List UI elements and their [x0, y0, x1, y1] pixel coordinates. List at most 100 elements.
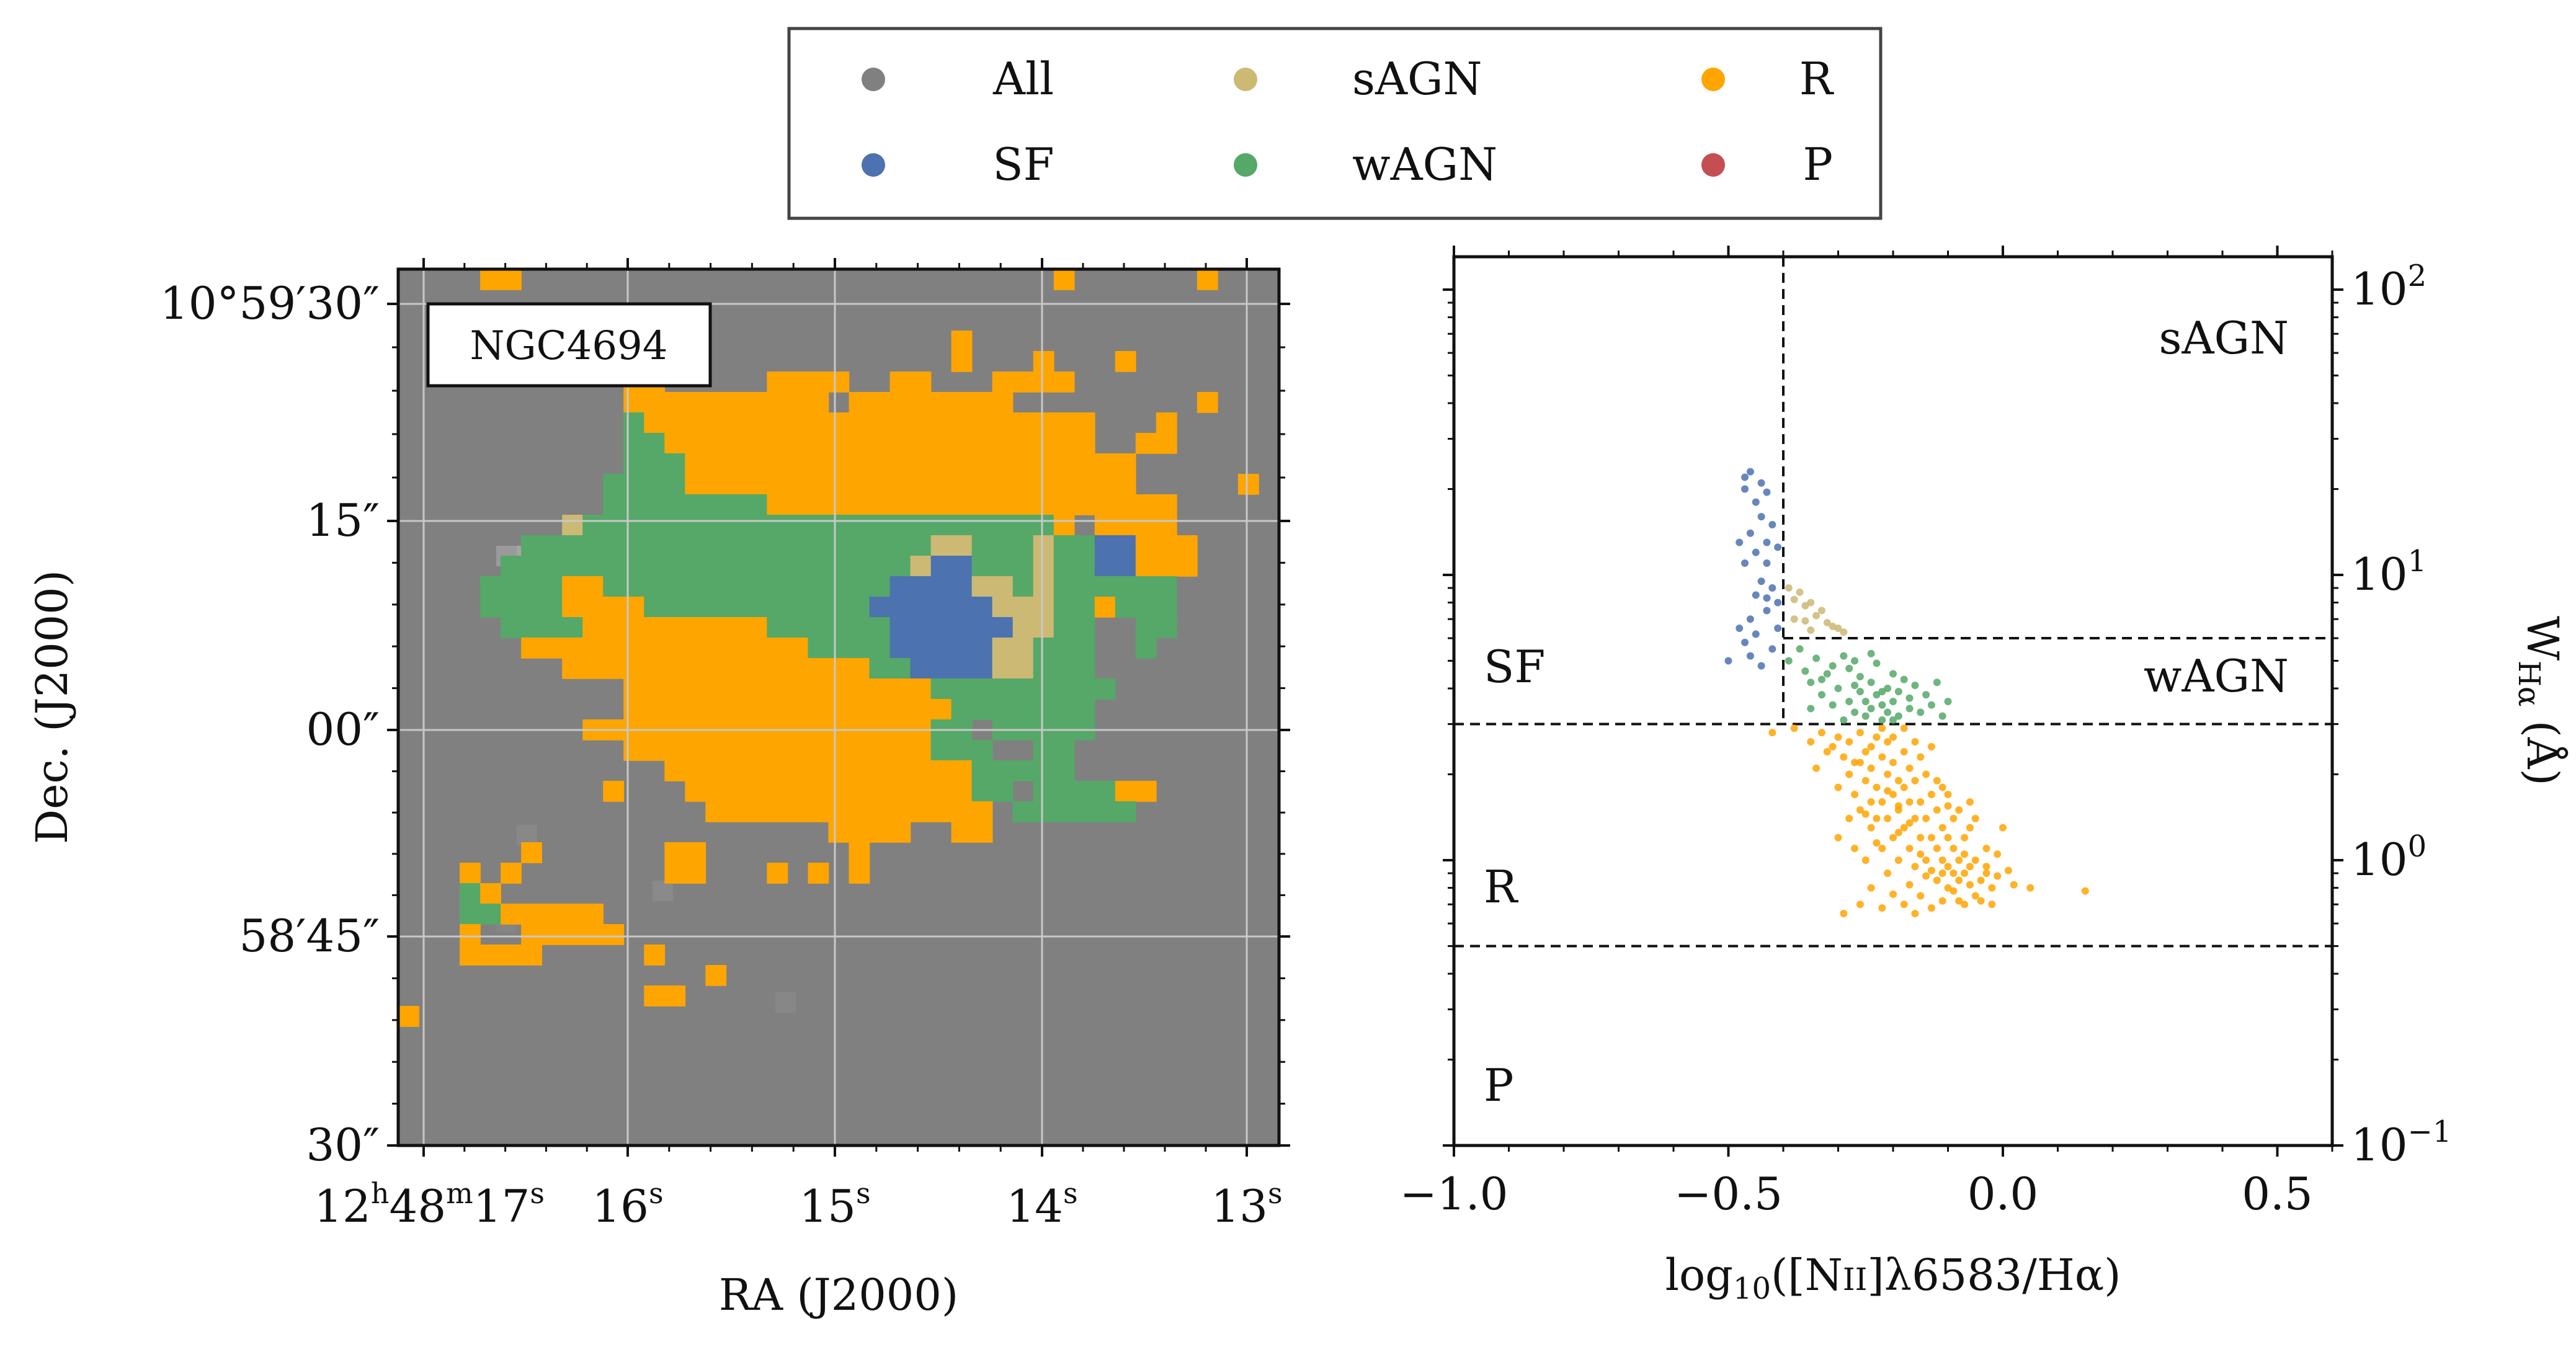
map-pixel-sf	[910, 617, 932, 638]
map-pixel-r	[1279, 617, 1300, 638]
map-pixel-wagn	[1053, 801, 1075, 822]
map-pixel-wagn	[705, 494, 727, 515]
map-pixel-sagn	[910, 556, 932, 577]
point-wagn	[1917, 708, 1925, 716]
map-pixel-r	[644, 678, 666, 700]
point-sagn	[1785, 584, 1793, 592]
map-pixel-wagn	[582, 535, 604, 556]
map-pixel-sf	[971, 658, 993, 679]
map-pixel-wagn	[1074, 801, 1095, 822]
map-faint-pixel	[517, 825, 537, 845]
point-r	[1845, 770, 1853, 778]
map-pixel-sf	[910, 658, 932, 679]
whan-y-tick-base: 10	[2351, 1119, 2408, 1171]
map-pixel-r	[849, 781, 870, 802]
map-pixel-wagn	[849, 535, 870, 556]
map-pixel-r	[910, 474, 932, 495]
map-pixel-r	[1135, 494, 1157, 515]
point-sf	[1757, 479, 1765, 487]
map-pixel-r	[664, 433, 686, 454]
map-pixel-r	[1197, 392, 1218, 413]
point-r	[1911, 738, 1919, 746]
map-pixel-r	[1135, 433, 1157, 454]
map-pixel-r	[726, 760, 747, 781]
point-r	[1807, 738, 1815, 746]
map-x-tick-value: 13	[1211, 1180, 1268, 1232]
point-r	[1873, 839, 1881, 847]
point-r	[1927, 834, 1935, 842]
map-pixel-r	[828, 474, 850, 495]
legend-label-p: P	[1803, 138, 1833, 190]
map-pixel-r	[849, 678, 870, 700]
map-pixel-wagn	[623, 494, 645, 515]
point-wagn	[1878, 688, 1886, 696]
map-pixel-r	[1053, 371, 1075, 393]
point-r	[1950, 844, 1958, 852]
point-sagn	[1812, 612, 1821, 620]
point-wagn	[1894, 688, 1902, 696]
map-pixel-r	[767, 740, 788, 761]
point-r	[1911, 814, 1919, 822]
galaxy-name: NGC4694	[470, 323, 668, 369]
map-pixel-r	[930, 494, 952, 515]
map-pixel-wagn	[1012, 515, 1034, 536]
map-pixel-r	[1115, 474, 1136, 495]
point-r	[1917, 850, 1925, 858]
map-pixel-wagn	[746, 515, 768, 536]
point-r	[1982, 869, 1990, 878]
map-pixel-r	[603, 638, 625, 659]
point-r	[1867, 764, 1875, 772]
legend-label-sf: SF	[992, 138, 1054, 190]
map-pixel-wagn	[521, 597, 542, 618]
map-pixel-r	[910, 412, 932, 434]
point-r	[1851, 844, 1859, 852]
map-pixel-r	[787, 474, 809, 495]
point-r	[1955, 806, 1963, 814]
map-pixel-r	[746, 392, 768, 413]
spatial-map: 10°59′30″15″00″58′45″30″12h48m17s 16s 15s 1…	[27, 258, 1300, 1320]
map-pixel-r	[849, 453, 870, 474]
map-y-tick-label: 10°59′30″	[160, 277, 380, 329]
map-pixel-wagn	[1074, 678, 1095, 700]
point-sf	[1757, 577, 1765, 585]
map-pixel-r	[685, 474, 706, 495]
map-pixel-r	[746, 781, 768, 802]
map-pixel-r	[521, 638, 542, 659]
map-pixel-wagn	[1074, 638, 1095, 659]
point-sagn	[1840, 628, 1848, 636]
point-r	[1966, 824, 1974, 832]
point-r	[1966, 798, 1974, 806]
map-pixel-r	[1156, 433, 1177, 454]
map-pixel-r	[971, 392, 993, 413]
map-pixel-wagn	[644, 556, 666, 577]
map-pixel-r	[849, 740, 870, 761]
map-pixel-r	[1074, 433, 1095, 454]
map-pixel-r	[930, 760, 952, 781]
map-pixel-wagn	[1012, 535, 1034, 556]
map-pixel-r	[930, 801, 952, 822]
whan-y-tick-label: 102	[2351, 259, 2427, 315]
map-pixel-sf	[889, 576, 911, 597]
map-pixel-r	[644, 638, 666, 659]
map-pixel-r	[705, 781, 727, 802]
map-pixel-r	[889, 453, 911, 474]
point-sf	[1746, 652, 1754, 660]
map-pixel-r	[951, 433, 973, 454]
map-pixel-r	[705, 699, 727, 720]
map-pixel-r	[705, 617, 727, 638]
map-pixel-r	[889, 433, 911, 454]
point-wagn	[1922, 691, 1930, 699]
map-pixel-r	[705, 433, 727, 454]
map-pixel-sf	[951, 638, 973, 659]
map-pixel-r	[992, 412, 1014, 434]
map-pixel-sf	[951, 617, 973, 638]
map-pixel-r	[930, 453, 952, 474]
point-r	[1867, 742, 1875, 750]
map-pixel-r	[951, 822, 973, 843]
map-pixel-r	[582, 638, 604, 659]
map-pixel-r	[705, 392, 727, 413]
map-pixel-r	[460, 945, 481, 966]
point-sf	[1746, 615, 1754, 623]
map-pixel-sf	[930, 576, 952, 597]
whan-y-tick-exponent: 0	[2408, 829, 2427, 864]
